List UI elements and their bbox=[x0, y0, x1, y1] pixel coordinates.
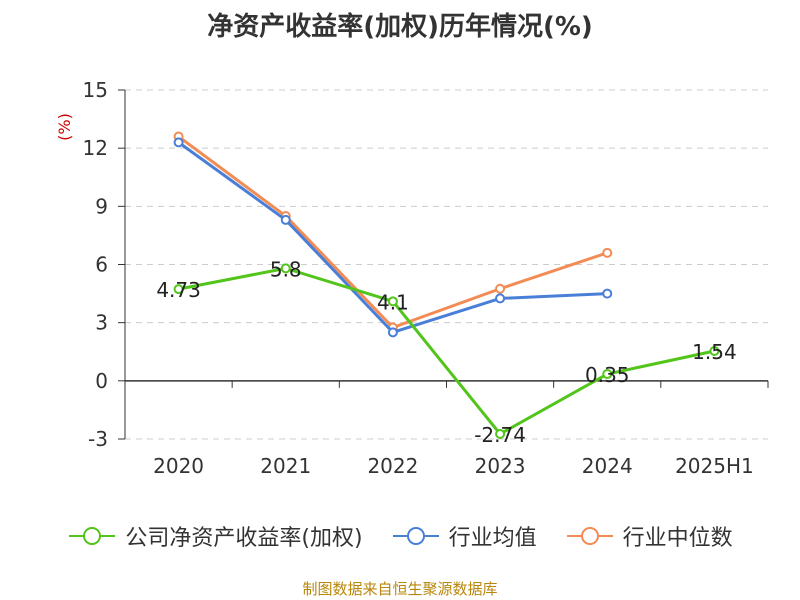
y-axis-label: (%) bbox=[55, 113, 74, 141]
legend-swatch-industry-mean bbox=[392, 527, 439, 545]
y-tick-label: 6 bbox=[95, 253, 108, 277]
data-label: 4.73 bbox=[156, 278, 201, 302]
data-point bbox=[602, 247, 613, 258]
data-point bbox=[280, 214, 291, 225]
legend-label-industry-median: 行业中位数 bbox=[622, 526, 733, 551]
y-tick-label: 9 bbox=[95, 194, 108, 218]
data-point bbox=[173, 137, 184, 148]
data-point bbox=[387, 327, 398, 338]
x-tick-label: 2023 bbox=[475, 454, 526, 478]
x-tick-label: 2021 bbox=[260, 454, 311, 478]
data-point bbox=[495, 428, 506, 439]
x-tick-label: 2025H1 bbox=[675, 454, 754, 478]
data-point bbox=[173, 284, 184, 295]
data-label: 5.8 bbox=[270, 257, 302, 281]
source-note: 制图数据来自恒生聚源数据库 bbox=[302, 580, 498, 598]
data-label: 4.1 bbox=[377, 290, 409, 314]
x-tick-label: 2024 bbox=[582, 454, 633, 478]
data-point bbox=[495, 283, 506, 294]
y-tick-label: -3 bbox=[88, 427, 108, 451]
y-tick-label: 12 bbox=[83, 136, 108, 160]
legend: 公司净资产收益率(加权) 行业均值 行业中位数 bbox=[0, 520, 800, 552]
data-point bbox=[495, 293, 506, 304]
legend-item-industry-median[interactable]: 行业中位数 bbox=[565, 520, 733, 552]
legend-label-industry-mean: 行业均值 bbox=[448, 526, 537, 551]
series-line bbox=[178, 266, 715, 436]
data-point bbox=[280, 263, 291, 274]
legend-swatch-industry-median bbox=[566, 527, 613, 545]
legend-swatch-company-roe bbox=[69, 527, 116, 545]
x-tick-label: 2020 bbox=[153, 454, 204, 478]
data-point bbox=[709, 345, 720, 356]
legend-item-industry-mean[interactable]: 行业均值 bbox=[391, 520, 537, 552]
data-label: -2.74 bbox=[474, 423, 526, 447]
data-point bbox=[602, 288, 613, 299]
data-label: 1.54 bbox=[692, 340, 737, 364]
chart-title: 净资产收益率(加权)历年情况(%) bbox=[207, 12, 593, 42]
x-tick-label: 2022 bbox=[367, 454, 418, 478]
y-tick-label: 15 bbox=[83, 78, 108, 102]
legend-label-company-roe: 公司净资产收益率(加权) bbox=[125, 526, 363, 551]
y-tick-label: 3 bbox=[95, 311, 108, 335]
data-label: 0.35 bbox=[585, 363, 630, 387]
y-tick-label: 0 bbox=[95, 369, 108, 393]
data-point bbox=[602, 369, 613, 380]
legend-item-company-roe[interactable]: 公司净资产收益率(加权) bbox=[67, 520, 363, 552]
data-point bbox=[387, 296, 398, 307]
